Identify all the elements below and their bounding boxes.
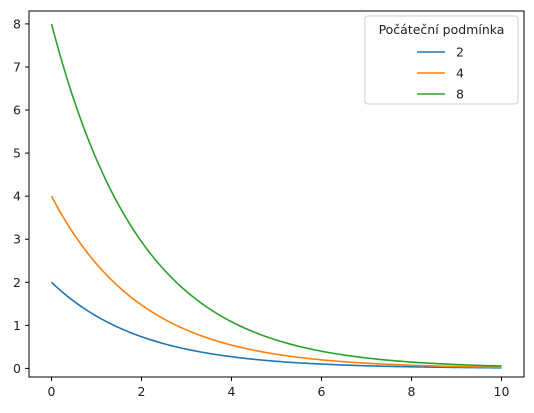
y-tick-label: 0 — [13, 361, 21, 376]
y-tick-label: 7 — [13, 59, 21, 74]
series-layer — [50, 23, 502, 369]
x-axis: 0 2 4 6 8 10 — [48, 377, 510, 399]
y-axis: 0 1 2 3 4 5 6 7 8 — [13, 16, 29, 376]
y-tick-label: 8 — [13, 16, 21, 31]
legend-label-8: 8 — [456, 87, 464, 102]
legend-entries: 2 4 8 — [417, 45, 464, 102]
x-tick-label: 0 — [48, 384, 56, 399]
series-line-2 — [50, 281, 502, 369]
legend: Počáteční podmínka 2 4 8 — [364, 15, 519, 105]
y-tick-label: 1 — [13, 318, 21, 333]
x-tick-label: 4 — [228, 384, 236, 399]
y-tick-label: 3 — [13, 232, 21, 247]
series-line-4 — [50, 195, 502, 369]
legend-title: Počáteční podmínka — [379, 22, 505, 37]
x-tick-label: 2 — [138, 384, 146, 399]
y-tick-label: 4 — [13, 189, 21, 204]
x-tick-label: 10 — [494, 384, 510, 399]
x-tick-label: 8 — [408, 384, 416, 399]
x-tick-label: 6 — [318, 384, 326, 399]
y-tick-label: 6 — [13, 103, 21, 118]
y-tick-label: 2 — [13, 275, 21, 290]
series-line-8 — [50, 23, 502, 367]
legend-label-4: 4 — [456, 66, 464, 81]
y-tick-label: 5 — [13, 146, 21, 161]
legend-label-2: 2 — [456, 45, 464, 60]
legend-box — [364, 15, 519, 105]
axes-frame — [28, 10, 525, 378]
